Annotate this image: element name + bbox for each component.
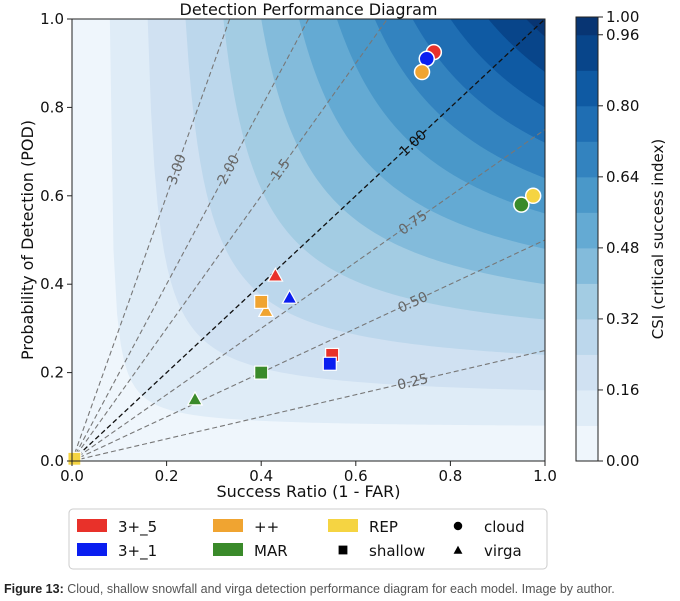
colorbar-band xyxy=(576,318,598,355)
y-tick-label: 0.6 xyxy=(40,187,64,205)
colorbar-label: CSI (critical success index) xyxy=(649,139,667,339)
data-point xyxy=(513,196,530,213)
bias-line xyxy=(72,129,545,461)
colorbar-band xyxy=(576,354,598,391)
x-tick-label: 1.0 xyxy=(533,467,557,485)
bias-line xyxy=(72,349,545,461)
colorbar-tick-label: 0.48 xyxy=(606,239,639,257)
legend-marker xyxy=(452,520,464,532)
data-point xyxy=(254,294,269,309)
x-tick-label: 0.4 xyxy=(249,467,273,485)
legend-label: virga xyxy=(484,542,522,560)
bias-label: 0.25 xyxy=(396,371,430,394)
bias-line xyxy=(72,239,545,461)
colorbar-tick-label: 0.32 xyxy=(606,310,639,328)
colorbar-band xyxy=(576,70,598,107)
legend-swatch xyxy=(213,543,243,556)
data-point xyxy=(254,365,269,380)
y-tick-label: 0.0 xyxy=(40,452,64,470)
performance-diagram-chart: Detection Performance Diagram 0.250.500.… xyxy=(18,0,667,570)
colorbar-tick-label: 0.00 xyxy=(606,452,639,470)
x-tick-label: 0.6 xyxy=(344,467,368,485)
legend-label: MAR xyxy=(254,542,288,560)
legend-box xyxy=(68,508,548,570)
x-tick-label: 0.0 xyxy=(60,467,84,485)
colorbar-band xyxy=(576,105,598,142)
colorbar-band xyxy=(576,141,598,178)
colorbar-band xyxy=(576,389,598,426)
legend-swatch xyxy=(213,519,243,532)
colorbar-frame xyxy=(575,16,599,462)
colorbar-band xyxy=(576,283,598,320)
y-tick-label: 0.8 xyxy=(40,98,64,116)
bias-line xyxy=(72,19,309,461)
y-axis-label: Probability of Detection (POD) xyxy=(18,120,37,360)
legend-label: shallow xyxy=(369,542,425,560)
bias-line xyxy=(72,19,388,461)
data-point xyxy=(186,390,204,406)
colorbar-tick-label: 0.80 xyxy=(606,97,639,115)
colorbar-band xyxy=(576,176,598,213)
colorbar-tick-label: 0.64 xyxy=(606,168,639,186)
colorbar-band xyxy=(576,17,598,36)
data-point xyxy=(281,289,298,304)
bias-line xyxy=(72,19,545,461)
data-point xyxy=(524,187,542,205)
colorbar-tick-label: 0.16 xyxy=(606,381,639,399)
y-tick-label: 1.0 xyxy=(40,10,64,28)
x-tick-label: 0.8 xyxy=(438,467,462,485)
data-point xyxy=(413,63,431,81)
bias-line xyxy=(72,19,231,461)
legend-label: 3+_5 xyxy=(118,518,157,537)
data-point xyxy=(257,302,275,318)
data-point xyxy=(322,356,337,371)
plot-frame xyxy=(71,18,546,462)
colorbar-band xyxy=(576,34,598,71)
legend-swatch xyxy=(77,543,107,556)
caption-text: Cloud, shallow snowfall and virga detect… xyxy=(63,582,615,596)
legend-marker xyxy=(337,544,349,556)
colorbar-tick-label: 1.00 xyxy=(606,8,639,26)
y-tick-label: 0.2 xyxy=(40,364,64,382)
colorbar-tick-label: 0.96 xyxy=(606,26,639,44)
colorbar-band xyxy=(576,247,598,284)
y-tick-label: 0.4 xyxy=(40,275,64,293)
x-tick-label: 0.2 xyxy=(155,467,179,485)
x-axis-label: Success Ratio (1 - FAR) xyxy=(216,482,400,501)
colorbar-band xyxy=(576,212,598,249)
legend-label: REP xyxy=(369,518,398,536)
legend-label: cloud xyxy=(484,518,525,536)
legend-label: 3+_1 xyxy=(118,542,157,561)
figure-caption: Figure 13: Cloud, shallow snowfall and v… xyxy=(4,582,615,596)
legend-swatch xyxy=(328,519,358,532)
data-point xyxy=(67,451,82,466)
legend-swatch xyxy=(77,519,107,532)
chart-title: Detection Performance Diagram xyxy=(180,0,438,19)
bias-label-group: 0.25 xyxy=(396,371,430,394)
colorbar-band xyxy=(576,425,598,462)
legend-label: ++ xyxy=(254,518,279,536)
data-point xyxy=(267,266,284,282)
legend-marker xyxy=(451,543,465,555)
caption-label: Figure 13: xyxy=(4,582,64,596)
